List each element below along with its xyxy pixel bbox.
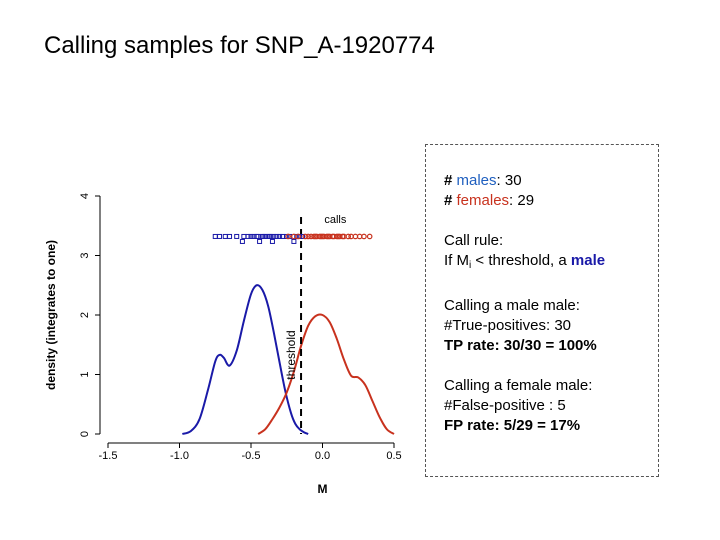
male-call-point <box>274 233 280 239</box>
male-call-point <box>257 238 263 244</box>
male-call-point <box>248 233 254 239</box>
males-word: males <box>456 172 497 189</box>
males-prefix: # <box>444 172 457 189</box>
female-call-point <box>295 233 301 240</box>
x-axis-label: M <box>318 482 328 496</box>
y-axis-label: density (integrates to one) <box>44 240 58 390</box>
male-call-point <box>212 233 218 239</box>
x-tick-label: 0.5 <box>386 450 401 462</box>
female-call-point <box>285 233 291 240</box>
female-fp-rate: FP rate: 5/29 = 17% <box>444 417 581 434</box>
males-count-line: # males: 30 <box>444 171 658 191</box>
male-call-point <box>268 233 274 239</box>
male-call-point <box>251 233 257 239</box>
females-word: females <box>456 192 510 209</box>
y-tick-label: 3 <box>79 252 91 258</box>
females-prefix: # <box>444 192 457 209</box>
male-call-point <box>277 233 283 239</box>
female-call-point <box>345 233 352 240</box>
male-call-point <box>261 233 267 239</box>
male-true-positives: #True-positives: 30 <box>444 317 572 334</box>
female-density-line <box>257 313 395 435</box>
x-tick-label: -0.5 <box>242 450 261 462</box>
rule-word: male <box>570 252 606 269</box>
y-tick-label: 1 <box>79 371 91 377</box>
density-curves <box>182 284 395 435</box>
rule-mid: < threshold, a <box>471 252 571 269</box>
female-call-point <box>302 233 309 240</box>
females-suffix: : 29 <box>509 192 535 209</box>
male-call-point <box>259 233 265 239</box>
male-call-point <box>234 233 240 239</box>
male-tp-rate: TP rate: 30/30 = 100% <box>444 337 597 354</box>
y-tick-label: 4 <box>79 193 91 199</box>
calls-group: calls <box>212 214 373 244</box>
x-tick-label: 0.0 <box>315 450 330 462</box>
rule-heading: Call rule: <box>444 232 504 249</box>
rule-prefix: If M <box>444 252 469 269</box>
x-tick-label: -1.5 <box>99 450 118 462</box>
female-call-point <box>366 233 373 240</box>
male-call-point <box>245 233 251 239</box>
male-call-point <box>269 238 275 244</box>
male-call-point <box>239 238 245 244</box>
x-tick-label: -1.0 <box>170 450 189 462</box>
calls-label: calls <box>324 214 347 226</box>
slide-title: Calling samples for SNP_A-1920774 <box>44 32 435 59</box>
female-heading: Calling a female male: <box>444 377 593 394</box>
rule-subscript: i <box>469 260 472 271</box>
female-call-point <box>305 233 312 240</box>
male-call-point <box>271 233 277 239</box>
threshold-group: threshold <box>284 217 303 434</box>
male-call-point <box>262 233 268 239</box>
y-tick-label: 0 <box>79 431 91 437</box>
male-call-point <box>255 233 261 239</box>
male-call-point <box>217 233 223 239</box>
chart-ticks: -1.5 -1.0 -0.5 0.0 0.5 0 1 2 3 4 <box>79 193 402 462</box>
male-density-line <box>182 284 309 435</box>
male-call-point <box>254 233 260 239</box>
male-call-point <box>279 233 285 239</box>
male-heading: Calling a male male: <box>444 297 580 314</box>
female-call-point <box>361 233 367 240</box>
male-call-point <box>241 233 247 239</box>
males-suffix: : 30 <box>496 172 522 189</box>
rule-line: If Mi < threshold, a male <box>444 251 658 276</box>
male-call-point <box>227 233 233 239</box>
females-count-line: # females: 29 <box>444 191 658 211</box>
female-false-positive: #False-positive : 5 <box>444 397 566 414</box>
male-call-point <box>267 233 273 239</box>
y-tick-label: 2 <box>79 312 91 318</box>
male-call-point <box>291 238 297 244</box>
male-call-point <box>222 233 228 239</box>
threshold-label: threshold <box>284 330 298 379</box>
info-box: # males: 30 # females: 29 Call rule: If … <box>425 144 659 477</box>
male-call-point <box>265 233 271 239</box>
